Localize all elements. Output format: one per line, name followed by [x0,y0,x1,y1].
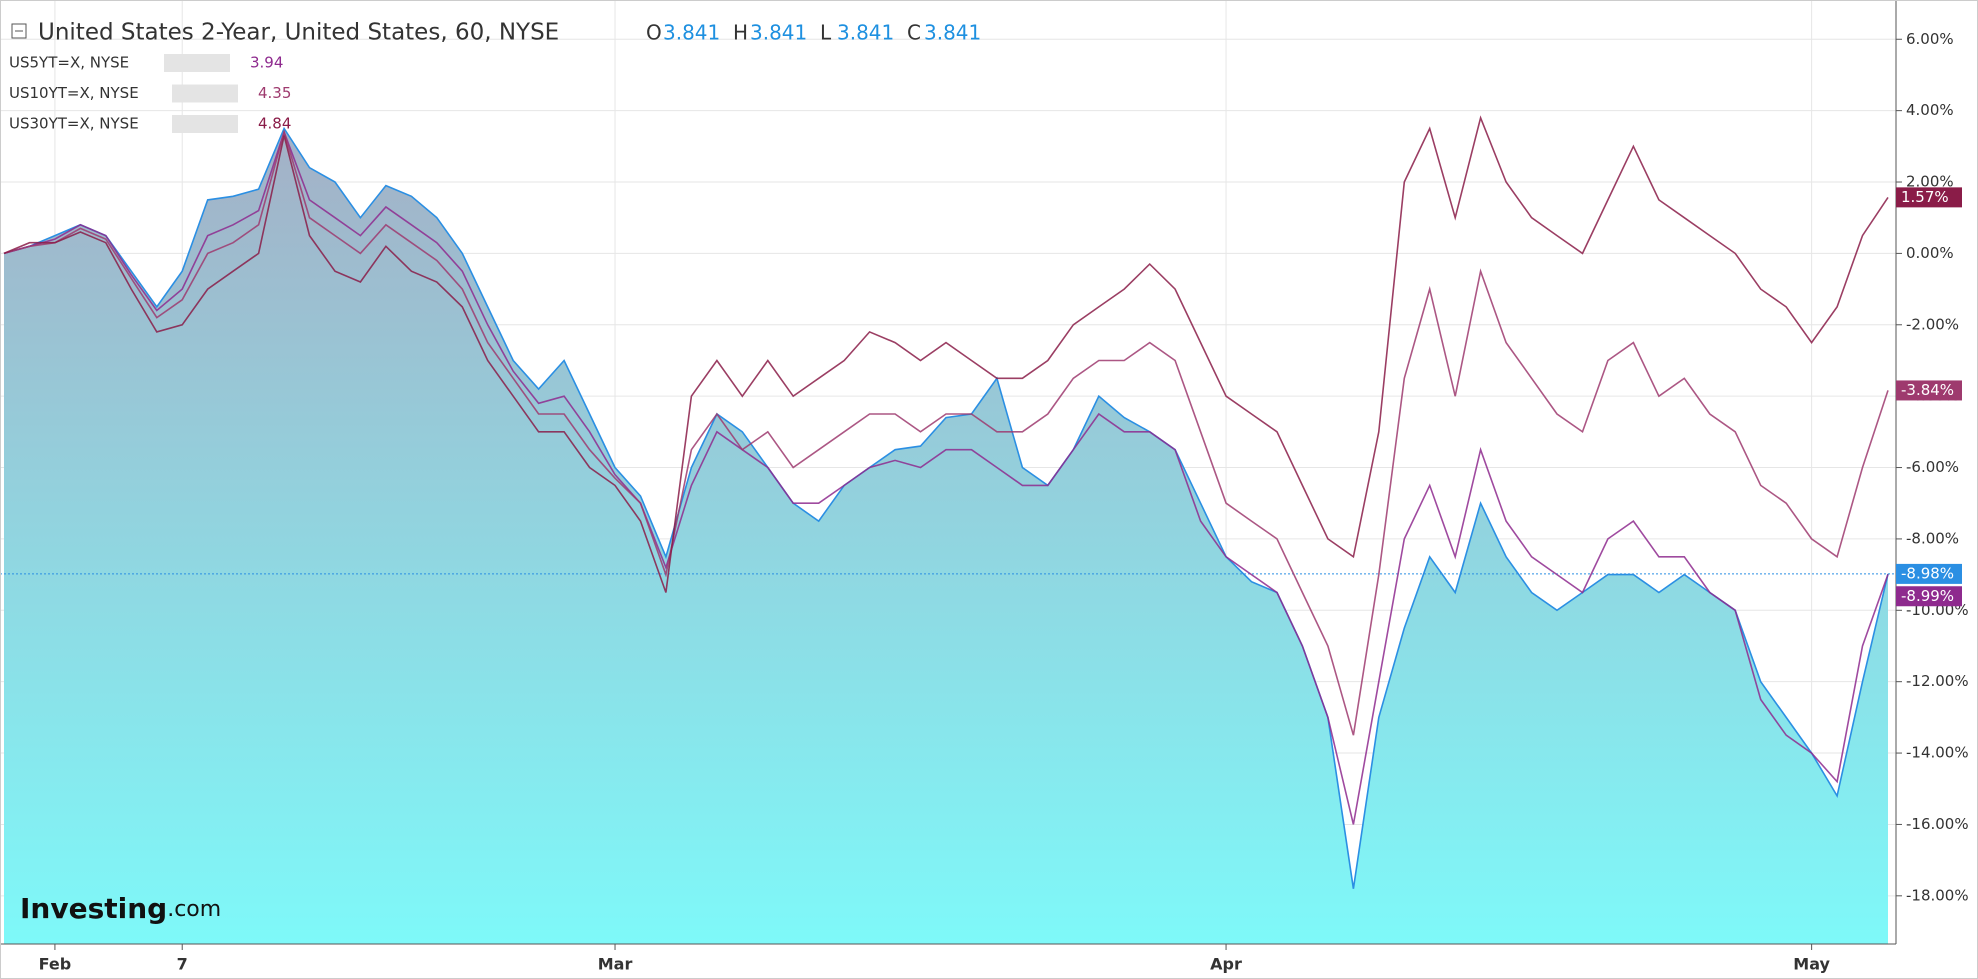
x-tick-label: Feb [39,955,72,974]
legend-quote: 4.84 [258,115,291,133]
end-label-bg [1896,586,1962,607]
x-tick-label: Apr [1210,955,1242,974]
end-label: 1.57% [1901,188,1949,206]
x-tick-label: 7 [177,955,188,974]
end-label: -8.98% [1901,564,1954,582]
legend-buttons[interactable] [172,115,238,133]
line [3,126,1889,889]
y-tick-label: 4.00% [1906,101,1954,119]
ohlc-value: 3.841 [663,21,720,45]
legend-quote: 3.94 [250,54,283,72]
ohlc-key: H [733,21,748,45]
logo-suffix: .com [167,897,221,922]
legend-name: US5YT=X, NYSE [9,54,129,72]
y-tick-label: -8.00% [1906,529,1959,547]
logo: Investing.com [20,892,221,925]
legend-name: US10YT=X, NYSE [9,84,139,102]
legend-name: US30YT=X, NYSE [9,115,139,133]
ohlc-key: L [820,21,832,45]
end-label-bg [1896,187,1962,208]
collapse-button[interactable] [11,23,27,39]
x-tick-label: Mar [598,955,633,974]
ohlc-value: 3.841 [924,21,981,45]
x-tick-label: May [1793,955,1830,974]
end-label-bg [1896,380,1962,401]
ohlc-value: 3.841 [837,21,894,45]
y-tick-label: -12.00% [1906,672,1969,690]
y-tick-label: -6.00% [1906,458,1959,476]
legend-quote: 4.35 [258,84,291,102]
legend-buttons[interactable] [172,84,238,103]
y-tick-label: 6.00% [1906,30,1954,48]
y-tick-label: -18.00% [1906,886,1969,904]
end-label: -8.99% [1901,587,1954,605]
ohlc-value: 3.841 [750,21,807,45]
y-tick-label: -2.00% [1906,315,1959,333]
y-tick-label: -16.00% [1906,815,1969,833]
legend: US5YT=X, NYSE 3.94 US10YT=X, NYSE 4.35 US30Y… [9,54,291,133]
line [3,115,1889,593]
end-label-bg [1896,563,1962,584]
y-tick-label: 2.00% [1906,173,1954,191]
end-label: -3.84% [1901,381,1954,399]
line [3,129,1889,825]
legend-buttons[interactable] [164,54,230,72]
ohlc-key: O [646,21,662,45]
ohlc-key: C [907,21,921,45]
y-tick-label: 0.00% [1906,244,1954,262]
chart-title: United States 2-Year, United States, 60,… [38,20,559,46]
y-tick-label: -14.00% [1906,744,1969,762]
line [3,129,1889,736]
logo-brand: Investing [20,892,167,925]
ohlc: O 3.841 H 3.841 L 3.841 C 3.841 [646,21,981,45]
plot [0,115,1896,944]
